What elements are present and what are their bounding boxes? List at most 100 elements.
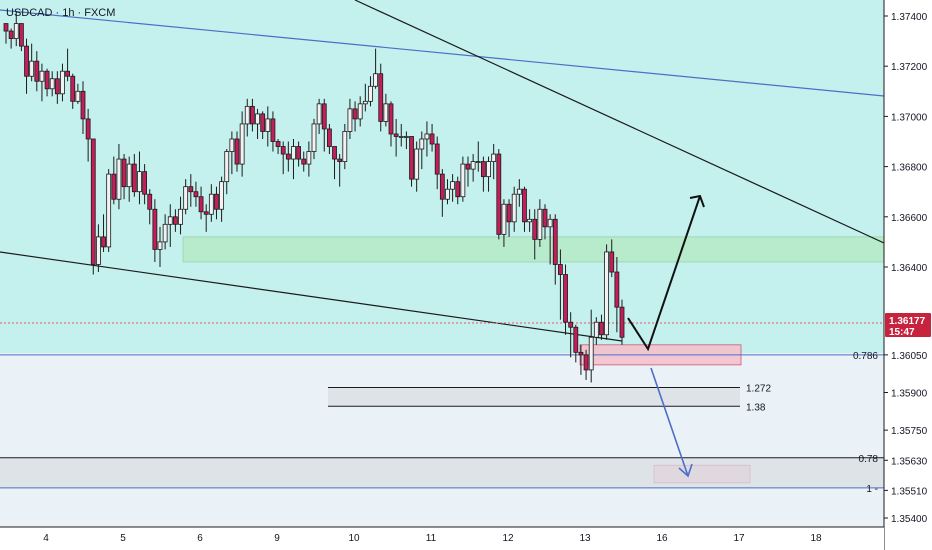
candle[interactable]: [347, 98, 353, 139]
price-axis[interactable]: 1.37400 1.37200 1.37000 1.36800 1.36600 1.364…: [883, 0, 932, 550]
candle[interactable]: [60, 63, 65, 102]
candle[interactable]: [18, 23, 24, 52]
candle[interactable]: [434, 136, 440, 190]
candle[interactable]: [568, 312, 574, 358]
candle[interactable]: [368, 76, 373, 107]
candle[interactable]: [101, 214, 106, 252]
candle[interactable]: [593, 317, 599, 345]
candle[interactable]: [306, 141, 312, 177]
candle[interactable]: [34, 51, 40, 92]
candle[interactable]: [90, 138, 96, 275]
candle[interactable]: [403, 131, 409, 150]
candle[interactable]: [409, 136, 414, 187]
candle[interactable]: [188, 174, 194, 207]
candle[interactable]: [142, 164, 148, 205]
candle[interactable]: [455, 176, 461, 205]
candle[interactable]: [362, 83, 368, 112]
candle[interactable]: [255, 108, 260, 139]
candle[interactable]: [260, 111, 266, 139]
lower-trendline[interactable]: [0, 251, 623, 342]
descending-trendline[interactable]: [354, 0, 884, 244]
candle[interactable]: [39, 63, 45, 102]
candle[interactable]: [275, 138, 281, 155]
candle[interactable]: [511, 186, 517, 232]
candle[interactable]: [414, 141, 420, 192]
candle[interactable]: [398, 123, 404, 147]
candle[interactable]: [419, 131, 425, 170]
candle[interactable]: [219, 176, 225, 222]
candle[interactable]: [342, 123, 348, 170]
candle[interactable]: [311, 118, 317, 160]
candle[interactable]: [352, 101, 358, 132]
candle[interactable]: [291, 138, 296, 180]
candle[interactable]: [445, 179, 450, 205]
candle[interactable]: [193, 181, 199, 207]
candle[interactable]: [301, 151, 307, 172]
candle[interactable]: [157, 226, 163, 267]
candle[interactable]: [13, 10, 19, 47]
candle[interactable]: [439, 169, 445, 217]
candle[interactable]: [172, 209, 178, 232]
candle[interactable]: [249, 98, 255, 132]
candle[interactable]: [147, 189, 153, 225]
candle[interactable]: [604, 244, 609, 340]
bullish-projection-arrow[interactable]: [627, 195, 701, 352]
candle[interactable]: [75, 83, 81, 104]
candle[interactable]: [321, 98, 327, 152]
candle[interactable]: [203, 204, 209, 232]
candle[interactable]: [44, 68, 50, 97]
candle[interactable]: [126, 156, 132, 202]
candle[interactable]: [326, 123, 332, 155]
candle[interactable]: [54, 71, 60, 104]
plot-area[interactable]: 0.786 1.272 1.38 0.78 1 -: [0, 0, 884, 527]
candle[interactable]: [532, 209, 538, 260]
candle[interactable]: [178, 196, 183, 235]
candle[interactable]: [516, 179, 522, 207]
candle[interactable]: [522, 186, 527, 232]
candle[interactable]: [131, 154, 137, 197]
candle[interactable]: [183, 179, 189, 215]
candle[interactable]: [491, 144, 497, 180]
candle[interactable]: [599, 314, 604, 340]
candle[interactable]: [8, 28, 14, 49]
candle[interactable]: [573, 324, 579, 363]
candle[interactable]: [239, 111, 245, 177]
candle[interactable]: [527, 209, 532, 232]
candle[interactable]: [373, 48, 379, 89]
candle[interactable]: [506, 199, 512, 237]
candle[interactable]: [578, 344, 584, 375]
candle[interactable]: [537, 199, 543, 247]
candle[interactable]: [558, 249, 563, 320]
candle[interactable]: [316, 98, 322, 134]
candle[interactable]: [383, 93, 389, 127]
candle[interactable]: [470, 154, 476, 182]
candle[interactable]: [285, 141, 291, 172]
candle[interactable]: [424, 121, 430, 157]
candle[interactable]: [460, 156, 466, 202]
candle[interactable]: [224, 149, 230, 195]
candle[interactable]: [337, 154, 343, 187]
candle[interactable]: [393, 118, 399, 157]
candle[interactable]: [111, 156, 117, 205]
bearish-projection-arrow[interactable]: [650, 367, 689, 477]
candle[interactable]: [106, 169, 112, 252]
candle[interactable]: [542, 204, 548, 240]
upper-blue-trendline[interactable]: [0, 9, 884, 97]
candle[interactable]: [388, 101, 394, 147]
candle[interactable]: [244, 98, 250, 137]
time-axis[interactable]: 4 5 6 9 10 11 12 13 16 17 18: [0, 526, 884, 550]
candle[interactable]: [357, 96, 363, 127]
candle[interactable]: [3, 23, 9, 44]
candle[interactable]: [234, 131, 240, 172]
candle[interactable]: [24, 38, 29, 94]
candle[interactable]: [49, 71, 55, 97]
candle[interactable]: [70, 73, 76, 109]
candle[interactable]: [486, 156, 491, 192]
candle[interactable]: [429, 123, 435, 152]
candle[interactable]: [85, 108, 91, 162]
candle[interactable]: [614, 256, 620, 333]
candle[interactable]: [501, 199, 507, 247]
candle[interactable]: [214, 186, 219, 220]
candle[interactable]: [65, 48, 70, 82]
